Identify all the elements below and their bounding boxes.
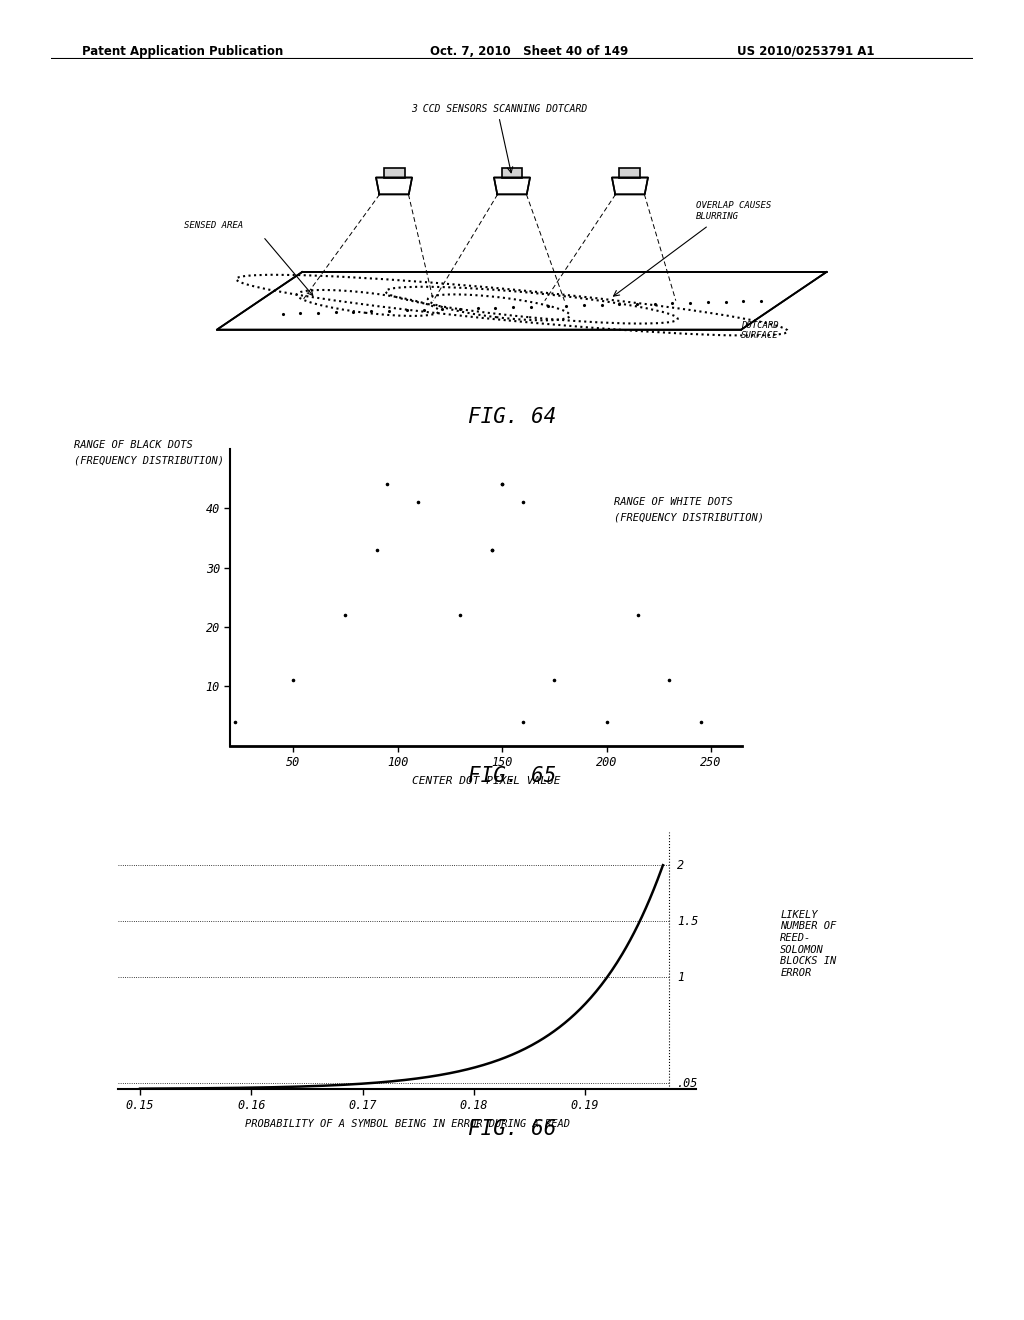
Polygon shape (494, 177, 530, 194)
Text: 2: 2 (678, 859, 684, 871)
Point (515, 491, 531, 512)
Text: 3 CCD SENSORS SCANNING DOTCARD: 3 CCD SENSORS SCANNING DOTCARD (411, 104, 587, 115)
Text: (FREQUENCY DISTRIBUTION): (FREQUENCY DISTRIBUTION) (74, 455, 223, 466)
X-axis label: PROBABILITY OF A SYMBOL BEING IN ERROR DURING A READ: PROBABILITY OF A SYMBOL BEING IN ERROR D… (245, 1119, 569, 1130)
X-axis label: CENTER DOT PIXEL VALUE: CENTER DOT PIXEL VALUE (412, 776, 561, 787)
Point (369, 539, 385, 560)
Point (452, 605, 468, 626)
Text: 1: 1 (678, 970, 684, 983)
Text: FIG. 65: FIG. 65 (468, 766, 556, 785)
Point (630, 605, 646, 626)
Point (494, 474, 510, 495)
Polygon shape (376, 177, 412, 194)
Text: FIG. 66: FIG. 66 (468, 1119, 556, 1139)
Text: DOTCARD
SURFACE: DOTCARD SURFACE (741, 321, 779, 341)
Polygon shape (612, 177, 648, 194)
Text: 1.5: 1.5 (678, 915, 698, 928)
Text: SENSED AREA: SENSED AREA (184, 220, 244, 230)
Text: US 2010/0253791 A1: US 2010/0253791 A1 (737, 45, 874, 58)
Bar (384, 168, 404, 177)
Text: FIG. 64: FIG. 64 (468, 407, 556, 426)
Point (546, 669, 562, 692)
Bar (502, 168, 522, 177)
Point (411, 491, 427, 512)
Point (226, 711, 243, 733)
Bar (620, 168, 640, 177)
Text: LIKELY
NUMBER OF
REED-
SOLOMON
BLOCKS IN
ERROR: LIKELY NUMBER OF REED- SOLOMON BLOCKS IN… (780, 909, 837, 978)
Text: Patent Application Publication: Patent Application Publication (82, 45, 284, 58)
Point (515, 711, 531, 733)
Point (598, 711, 614, 733)
Text: Oct. 7, 2010   Sheet 40 of 149: Oct. 7, 2010 Sheet 40 of 149 (430, 45, 629, 58)
Point (692, 711, 709, 733)
Point (379, 474, 395, 495)
Point (662, 669, 678, 692)
Text: .05: .05 (678, 1077, 698, 1090)
Text: OVERLAP CAUSES
BLURRING: OVERLAP CAUSES BLURRING (695, 202, 771, 220)
Point (337, 605, 353, 626)
Point (285, 669, 301, 692)
Text: (FREQUENCY DISTRIBUTION): (FREQUENCY DISTRIBUTION) (614, 512, 764, 523)
Point (494, 474, 510, 495)
Point (483, 539, 500, 560)
Text: RANGE OF WHITE DOTS: RANGE OF WHITE DOTS (614, 496, 733, 507)
Text: RANGE OF BLACK DOTS: RANGE OF BLACK DOTS (74, 440, 193, 450)
Point (483, 539, 500, 560)
